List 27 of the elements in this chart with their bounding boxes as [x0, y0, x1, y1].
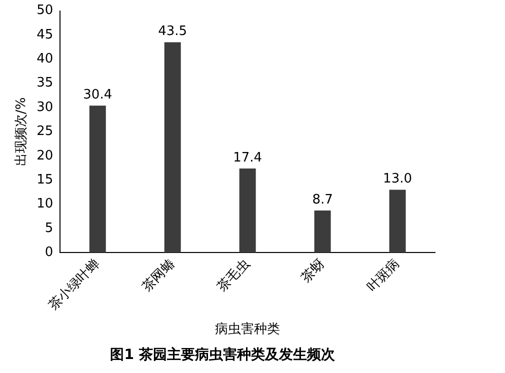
text: 图1 茶园主要病虫害种类及发生频次	[110, 346, 336, 364]
bar	[239, 168, 256, 253]
x-tick-label: 茶蚜	[298, 256, 328, 286]
x-tick-label: 茶网蝽	[140, 256, 178, 295]
bar	[389, 190, 406, 253]
bar	[164, 42, 181, 253]
x-tick-label: 叶斑病	[364, 256, 403, 295]
bar	[314, 210, 331, 253]
y-tick-label: 10	[36, 196, 54, 212]
bar	[89, 106, 106, 253]
y-tick-label: 30	[36, 100, 54, 115]
y-axis-title: 出现频次/%	[14, 97, 30, 166]
data-label: 8.7	[312, 192, 333, 208]
y-tick-label: 20	[36, 148, 54, 164]
data-label: 43.5	[158, 24, 188, 40]
y-tick-label: 25	[36, 124, 54, 140]
y-tick-label: 5	[44, 220, 54, 236]
x-tick-label: 茶毛虫	[214, 256, 253, 295]
y-tick-label: 40	[36, 52, 54, 67]
y-tick-label: 50	[36, 3, 54, 18]
data-label: 30.4	[83, 87, 112, 102]
data-label: 17.4	[233, 150, 262, 166]
y-tick-label: 35	[36, 76, 54, 91]
x-axis-title: 病虫害种类	[215, 320, 280, 337]
y-tick-label: 15	[36, 172, 54, 188]
y-tick-label: 45	[36, 27, 54, 42]
data-label: 13.0	[383, 172, 412, 187]
